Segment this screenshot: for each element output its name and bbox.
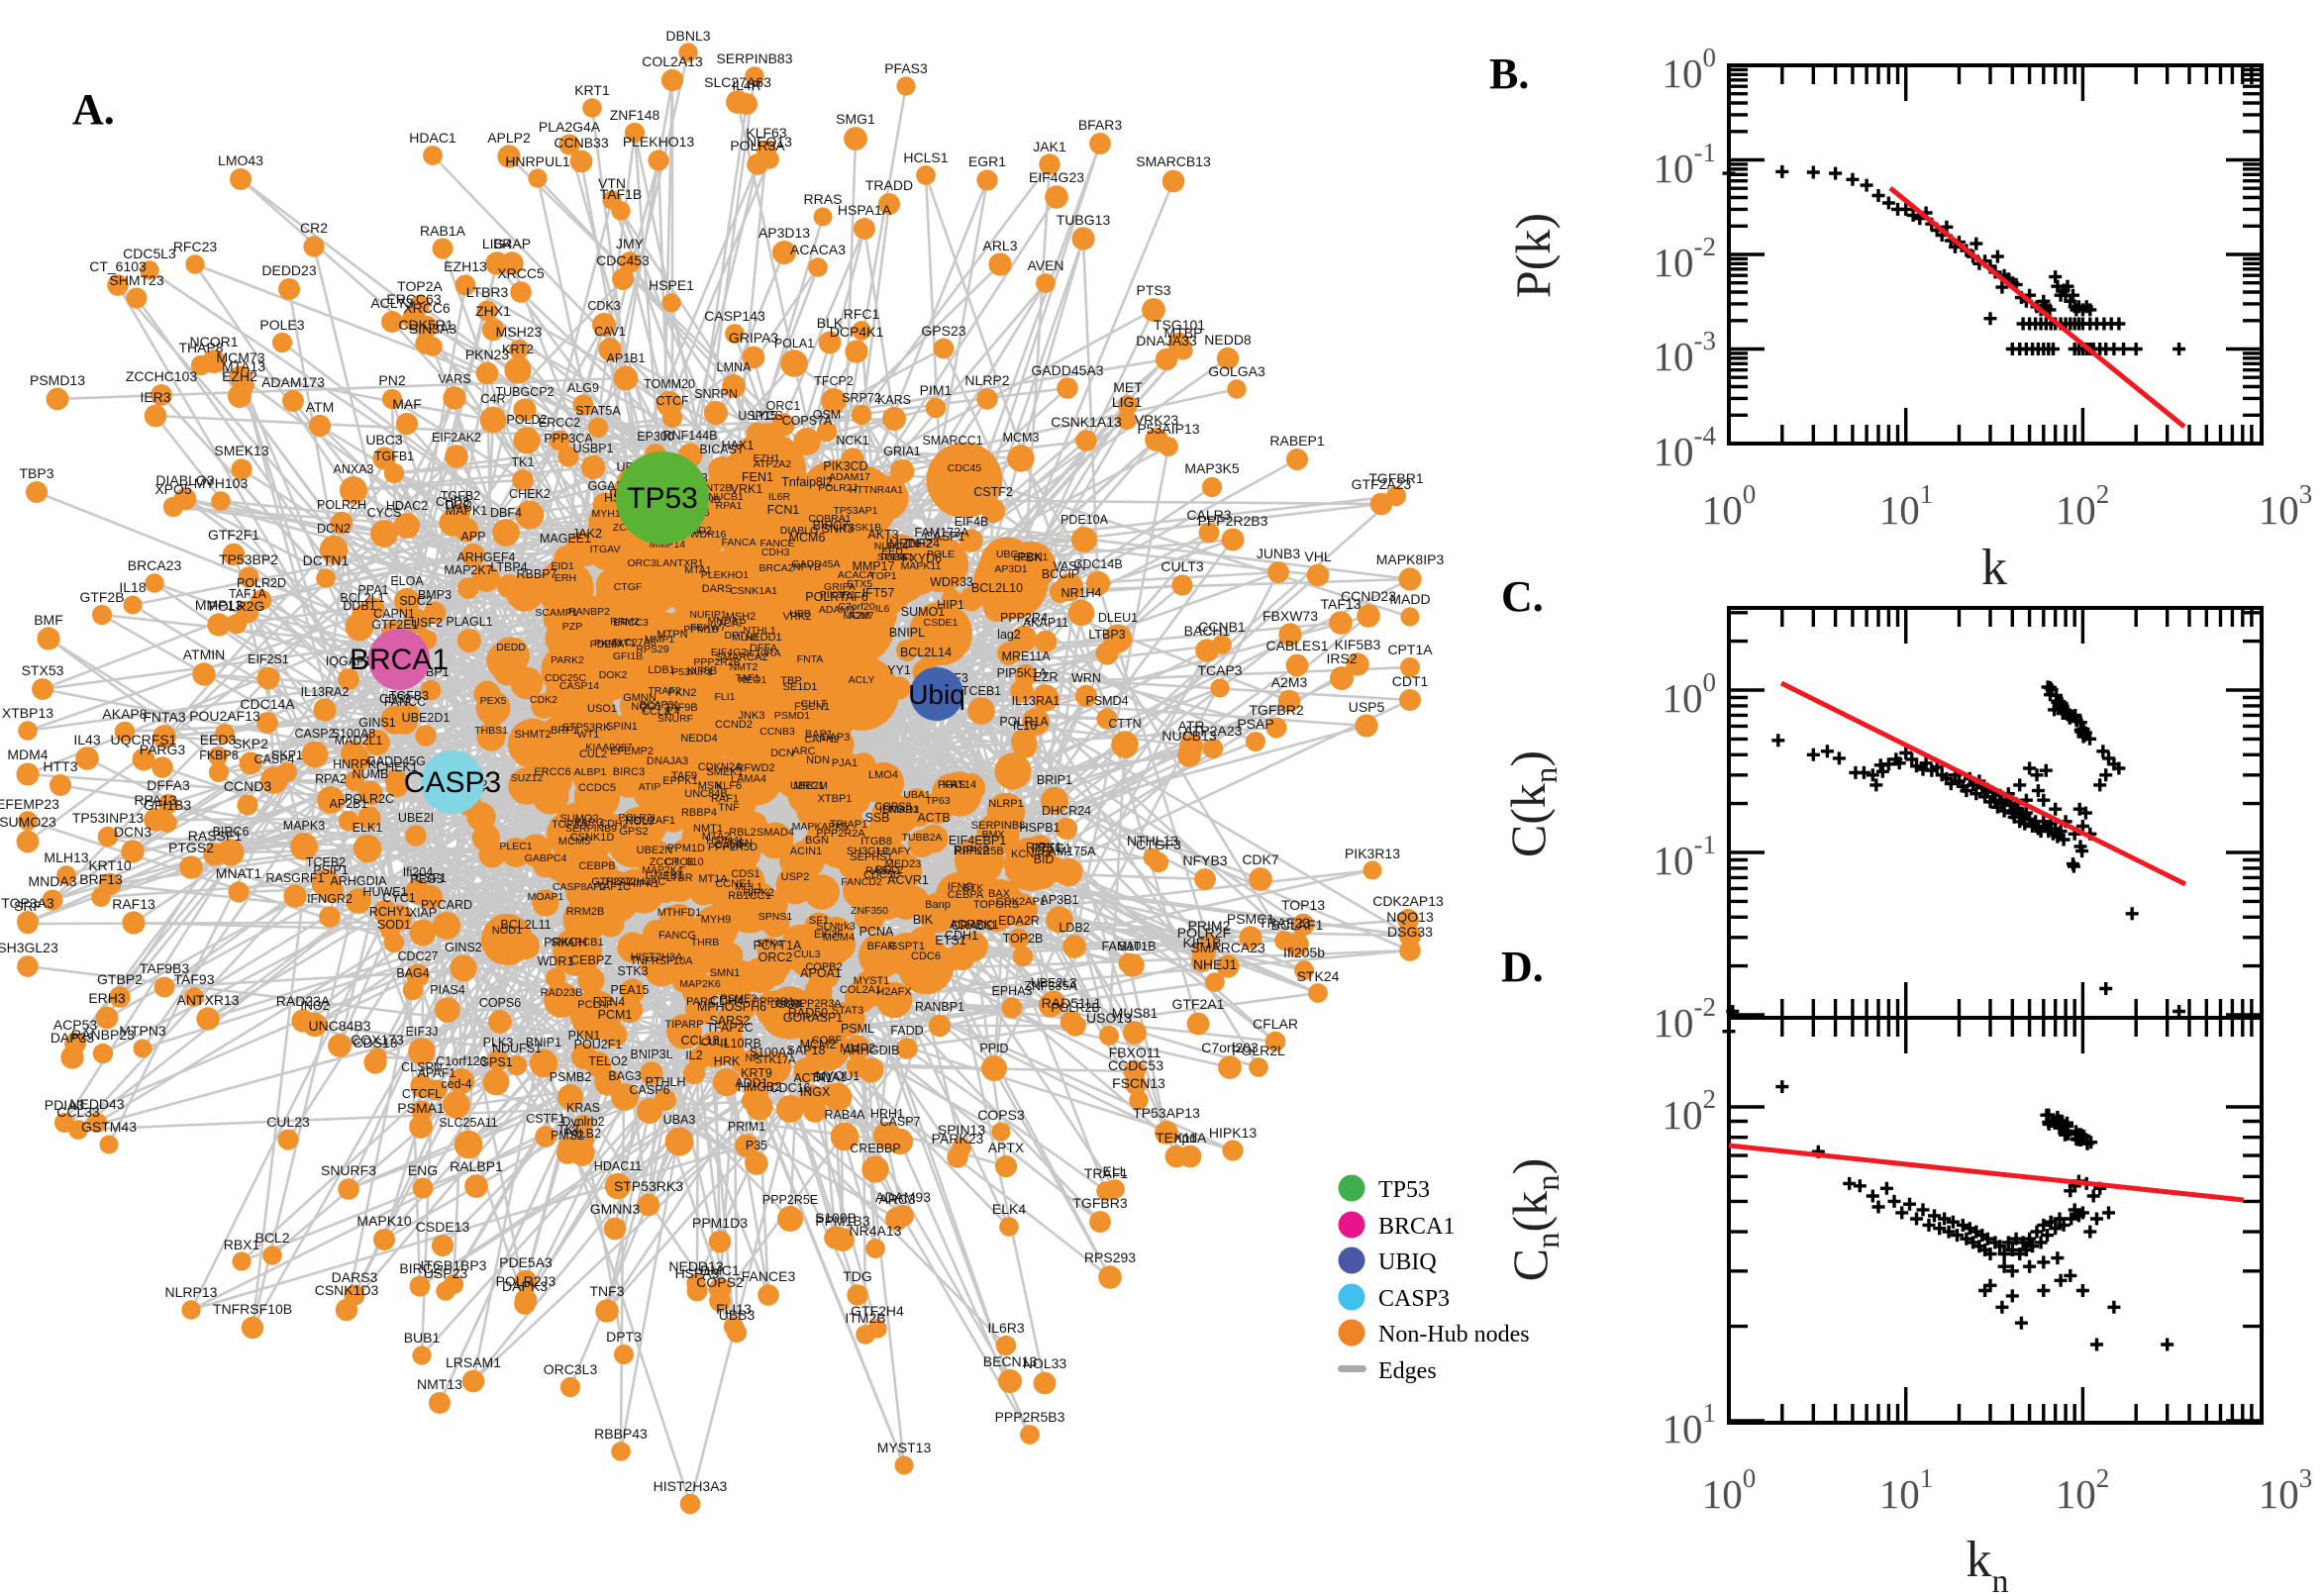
svg-text:10-2: 10-2 (1654, 992, 1717, 1046)
svg-text:BRCA2: BRCA2 (758, 562, 793, 574)
svg-text:D.: D. (1501, 943, 1544, 991)
svg-text:100: 100 (1702, 479, 1757, 533)
svg-text:ADAM9: ADAM9 (819, 604, 855, 616)
svg-text:10-1: 10-1 (1654, 138, 1717, 191)
svg-text:101: 101 (1879, 1463, 1934, 1517)
svg-text:k: k (1981, 540, 2007, 596)
svg-text:FANCE: FANCE (759, 538, 794, 549)
svg-text:RANBP2: RANBP2 (568, 606, 610, 618)
svg-text:NUCB1: NUCB1 (708, 491, 744, 503)
svg-text:ACACA: ACACA (838, 569, 873, 581)
svg-text:GFI1B: GFI1B (613, 650, 643, 662)
svg-text:EZH1: EZH1 (754, 452, 780, 464)
svg-text:ACLY: ACLY (849, 674, 875, 686)
svg-text:GADD45A: GADD45A (791, 558, 840, 570)
svg-text:ADAM17: ADAM17 (829, 471, 870, 483)
svg-text:NTHL1: NTHL1 (743, 625, 775, 637)
svg-text:102: 102 (2056, 479, 2110, 533)
svg-text:SNURF: SNURF (657, 713, 693, 725)
svg-text:NEO1: NEO1 (739, 674, 767, 686)
svg-text:EIF4G2: EIF4G2 (711, 647, 747, 658)
svg-text:DIABLO: DIABLO (780, 525, 819, 537)
svg-text:CCNB3: CCNB3 (759, 726, 795, 738)
svg-text:ATP2A2: ATP2A2 (754, 458, 791, 470)
svg-text:CULT: CULT (801, 698, 828, 710)
svg-text:103: 103 (2259, 1463, 2313, 1517)
svg-text:A2M: A2M (849, 610, 870, 622)
svg-text:CSNK1A1: CSNK1A1 (730, 585, 777, 597)
svg-text:101: 101 (1879, 479, 1934, 533)
svg-text:PIK3R1: PIK3R1 (820, 589, 856, 601)
svg-text:AP3D1: AP3D1 (994, 563, 1027, 575)
svg-text:SIN3A: SIN3A (877, 551, 907, 563)
svg-text:CDC45: CDC45 (948, 462, 982, 474)
svg-text:TUBG1: TUBG1 (878, 551, 913, 563)
svg-text:BECN1: BECN1 (1013, 551, 1048, 563)
svg-text:C7orf20: C7orf20 (838, 601, 875, 613)
svg-text:NR4A1: NR4A1 (869, 484, 903, 496)
svg-text:DPT: DPT (725, 630, 747, 642)
svg-text:10-2: 10-2 (1654, 232, 1717, 285)
svg-text:102: 102 (2056, 1463, 2110, 1517)
svg-text:TAF1: TAF1 (736, 672, 760, 684)
svg-text:PPM1B: PPM1B (683, 624, 719, 636)
svg-text:Cn(kn): Cn(kn) (1502, 1158, 1566, 1282)
svg-text:HTT: HTT (850, 484, 870, 496)
svg-text:PARK2: PARK2 (551, 654, 584, 666)
svg-text:ANTXR1: ANTXR1 (662, 557, 704, 569)
svg-text:FNTA: FNTA (797, 653, 824, 665)
svg-text:TP53AP1: TP53AP1 (834, 505, 878, 517)
svg-text:100: 100 (1702, 1463, 1757, 1517)
svg-text:MCM7: MCM7 (844, 610, 874, 622)
svg-text:10-3: 10-3 (1654, 326, 1717, 379)
svg-text:PLEKHO1: PLEKHO1 (701, 569, 750, 581)
svg-text:ERH: ERH (555, 572, 576, 584)
svg-text:POLR2J: POLR2J (818, 482, 858, 494)
svg-text:NFYB: NFYB (793, 561, 821, 573)
svg-text:PPP2R2B: PPP2R2B (693, 656, 740, 668)
svg-text:C(kn): C(kn) (1500, 750, 1565, 857)
svg-text:B.: B. (1489, 50, 1529, 98)
svg-text:RPA1: RPA1 (716, 500, 743, 512)
svg-text:PDE5A: PDE5A (590, 639, 624, 650)
svg-text:TRAF2: TRAF2 (648, 685, 680, 697)
svg-text:103: 103 (2259, 479, 2313, 533)
svg-text:FLI1: FLI1 (714, 691, 735, 703)
svg-text:101: 101 (1663, 1398, 1717, 1451)
svg-text:CASP14: CASP14 (559, 680, 599, 692)
svg-text:100: 100 (1663, 43, 1717, 96)
svg-text:UBC: UBC (996, 549, 1019, 560)
svg-text:ORC3L: ORC3L (627, 557, 661, 569)
svg-text:P(k): P(k) (1505, 213, 1561, 298)
svg-text:FBXW7: FBXW7 (690, 622, 726, 634)
svg-text:kn: kn (1967, 1532, 2009, 1596)
svg-text:10-1: 10-1 (1654, 830, 1717, 883)
svg-text:STX5: STX5 (847, 578, 872, 590)
svg-text:EED: EED (881, 546, 903, 557)
svg-text:MNDA: MNDA (708, 615, 739, 627)
svg-text:POLE: POLE (927, 549, 955, 560)
svg-text:RPS29: RPS29 (636, 644, 668, 655)
svg-text:MLH1: MLH1 (732, 632, 759, 644)
svg-text:C.: C. (1501, 572, 1544, 621)
svg-text:MMP1: MMP1 (645, 634, 674, 646)
svg-text:UBB: UBB (789, 608, 811, 620)
svg-text:MTA1: MTA1 (684, 564, 711, 576)
svg-text:100: 100 (1663, 667, 1717, 721)
svg-text:102: 102 (1663, 1084, 1717, 1138)
svg-text:IL6R: IL6R (768, 491, 791, 503)
svg-text:TOP1: TOP1 (869, 570, 896, 582)
svg-text:10-4: 10-4 (1654, 421, 1717, 474)
svg-text:CTGF: CTGF (614, 581, 643, 593)
svg-text:PSMD1: PSMD1 (774, 710, 810, 722)
svg-text:P53AIP1: P53AIP1 (671, 666, 713, 678)
svg-text:GRIPA: GRIPA (824, 581, 856, 593)
